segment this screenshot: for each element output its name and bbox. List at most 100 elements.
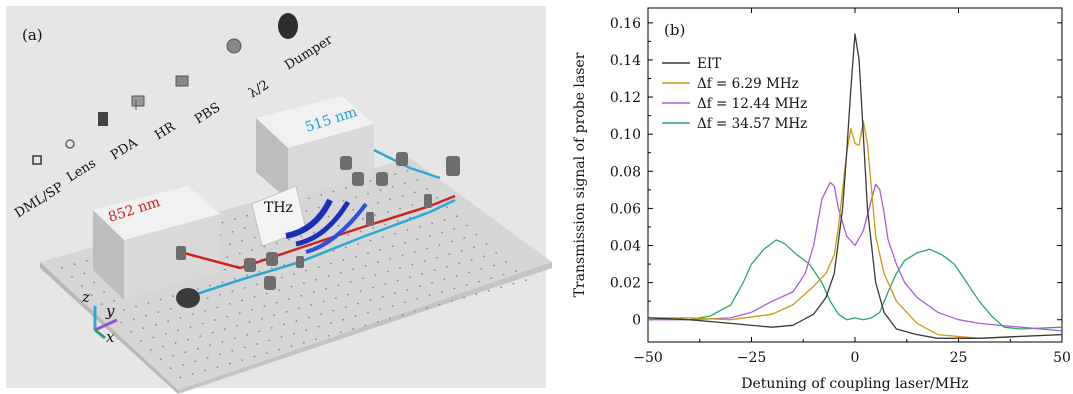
table-hole [140,339,142,342]
table-hole [441,231,443,234]
table-hole [406,229,409,232]
table-hole [372,227,374,229]
table-hole [470,258,473,261]
table-hole [226,315,229,318]
chart-legend: EIT Δf = 6.29 MHz Δf = 12.44 MHz Δf = 34.57… [662,56,807,132]
table-hole [243,346,246,349]
legend-label: Δf = 34.57 MHz [697,116,807,132]
y-tick-label: 0.12 [610,90,641,106]
optical-table-edge-right [178,262,552,394]
table-hole [206,356,209,359]
table-hole [103,290,105,293]
table-hole [431,222,433,225]
table-hole [379,248,382,251]
coordinate-axes: z y x [81,288,118,346]
table-hole [122,309,125,311]
component-legend [32,13,298,165]
table-hole [169,367,172,370]
table-hole [221,221,224,224]
pbs-icon [175,75,189,87]
table-hole [344,306,347,308]
table-hole [261,317,263,320]
table-hole [362,217,364,220]
series-lines [647,33,1063,339]
axis-x-arrow [94,328,106,340]
table-hole [406,169,409,172]
table-hole [246,333,249,336]
table-hole [396,220,399,222]
table-hole [100,303,103,306]
table-hole [418,225,421,228]
table-hole [258,330,261,333]
table-hole [453,228,456,230]
y-axis-ticks: 0 0.02 0.04 0.06 0.08 0.10 0.12 0.14 0.16 [610,16,1062,329]
table-hole [374,214,377,217]
table-hole [426,188,429,190]
table-hole [433,269,436,272]
table-hole [159,298,162,301]
table-hole [187,338,189,341]
table-hole [61,266,64,269]
table-hole [179,316,182,319]
table-hole [209,284,212,287]
table-hole [132,318,135,320]
table-hole [352,268,355,271]
table-hole [295,320,298,322]
table-hole [359,230,362,233]
table-hole [290,345,293,348]
table-hole [416,238,419,241]
table-hole [174,342,177,344]
table-hole [265,352,268,354]
table-hole [177,329,179,332]
table-hole [428,235,431,237]
table-hole [381,236,384,239]
table-hole [401,314,404,316]
axis-z-label: z [81,288,90,306]
table-hole [357,302,359,305]
table-hole [184,351,187,354]
table-hole [379,189,382,192]
table-hole [312,231,315,234]
table-hole [426,247,429,250]
table-hole [342,259,345,261]
x-tick-label: 0 [851,350,860,366]
table-hole [414,251,416,253]
table-hole [305,210,308,212]
table-hole [172,295,175,297]
table-hole [524,279,527,282]
table-hole [238,312,241,314]
table-hole [86,259,88,262]
table-hole [337,284,340,287]
y-tick-label: 0.10 [610,127,641,143]
table-hole [342,199,345,202]
table-hole [263,305,266,308]
table-hole [266,292,268,295]
table-hole [233,277,236,280]
dumper-icon [278,13,298,39]
half-wave-plate-icon [226,38,242,54]
table-hole [253,296,256,298]
axis-y-arrow [94,318,118,332]
table-hole [258,270,261,273]
table-hole [421,272,424,275]
table-hole [389,317,391,320]
table-hole [367,252,369,255]
table-hole [414,191,416,194]
table-hole [73,263,76,266]
optical-components [176,152,460,290]
table-hole [248,321,251,324]
beam-515-upper [373,148,441,180]
table-hole [480,268,483,270]
table-hole [386,211,389,213]
table-hole [164,333,167,335]
table-hole [359,290,362,292]
table-hole [438,303,441,306]
table-hole [219,293,221,296]
table-hole [394,292,396,295]
table-hole [219,353,221,356]
table-hole [436,197,438,199]
optical-table [40,158,552,390]
table-hole [234,218,236,221]
table-hole [354,196,357,199]
